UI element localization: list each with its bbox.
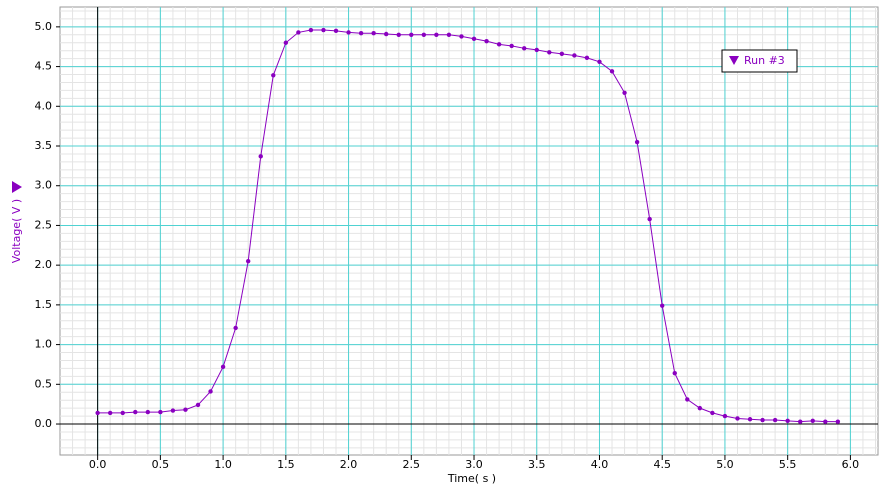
y-tick-label: 3.5 [35,139,53,152]
y-tick-label: 5.0 [35,20,53,33]
data-point [835,419,841,424]
legend-label: Run #3 [744,54,785,67]
data-point [547,50,552,55]
x-tick-label: 4.0 [591,458,609,471]
data-point [421,32,427,38]
data-point [158,409,163,415]
data-point [383,31,389,37]
data-point [559,51,565,57]
y-tick-label: 1.5 [35,298,53,311]
y-tick-label: 4.5 [35,60,53,73]
y-tick-label: 1.0 [35,338,53,351]
x-tick-label: 5.5 [779,458,797,471]
data-point [283,40,289,45]
x-tick-label: 3.0 [465,458,483,471]
data-point [233,325,238,331]
x-axis-label: Time( s ) [447,472,496,485]
data-point [120,410,125,416]
data-point [296,30,301,35]
x-tick-label: 5.0 [716,458,734,471]
data-point [220,364,226,370]
data-point [208,389,213,394]
y-tick-label: 3.0 [35,179,53,192]
data-point [647,216,652,222]
data-point [609,69,615,74]
data-point [496,42,502,47]
data-point [660,303,665,308]
data-point [396,32,401,38]
data-point [459,34,464,39]
data-point [823,419,828,424]
data-point [434,32,439,38]
data-point [760,417,765,423]
y-tick-label: 2.5 [35,218,53,231]
legend-box [721,49,798,73]
data-point [346,30,351,35]
data-point [183,407,188,412]
x-tick-label: 1.5 [277,458,295,471]
data-point [597,59,602,65]
data-point [572,53,577,58]
data-point [245,258,251,264]
data-point [446,32,452,38]
legend-symbol [729,56,739,65]
data-point [145,409,151,415]
x-tick-label: 3.5 [528,458,546,471]
data-point [798,419,803,424]
data-point [522,46,527,51]
y-tick-label: 0.0 [35,417,53,430]
data-point [271,73,276,78]
data-point [308,27,314,33]
data-point [697,405,703,411]
data-point [735,416,740,421]
data-point [810,418,815,424]
x-tick-label: 0.0 [89,458,107,471]
data-point [685,397,690,402]
data-point [634,139,640,145]
x-tick-label: 2.0 [340,458,358,471]
y-tick-label: 0.5 [35,377,53,390]
data-point [358,31,364,36]
data-point [471,36,477,41]
data-point [747,417,753,422]
y-axis-label: Voltage( V ) [10,199,23,263]
x-tick-label: 4.5 [653,458,671,471]
x-tick-label: 2.5 [403,458,421,471]
data-point [321,27,326,33]
data-point [170,408,176,413]
data-point [371,31,376,36]
y-axis-marker [12,181,22,193]
plot-area [59,6,879,456]
data-point [584,55,590,61]
data-point [95,410,100,416]
data-point [509,43,514,49]
data-point [195,402,201,408]
data-point [772,417,778,423]
data-point [785,418,790,424]
x-tick-label: 1.0 [214,458,232,471]
legend: Run #3 [721,49,798,73]
y-tick-label: 2.0 [35,258,53,271]
x-tick-label: 6.0 [842,458,860,471]
data-point [534,47,539,53]
data-point [107,410,113,416]
data-point [484,38,489,44]
data-point [333,28,339,34]
data-point [133,409,138,415]
data-point [722,413,728,419]
y-tick-label: 4.0 [35,99,53,112]
data-point [409,32,414,38]
data-point [672,370,677,376]
x-tick-label: 0.5 [152,458,170,471]
data-point [622,90,627,95]
data-point [710,410,715,416]
data-point [258,154,263,159]
